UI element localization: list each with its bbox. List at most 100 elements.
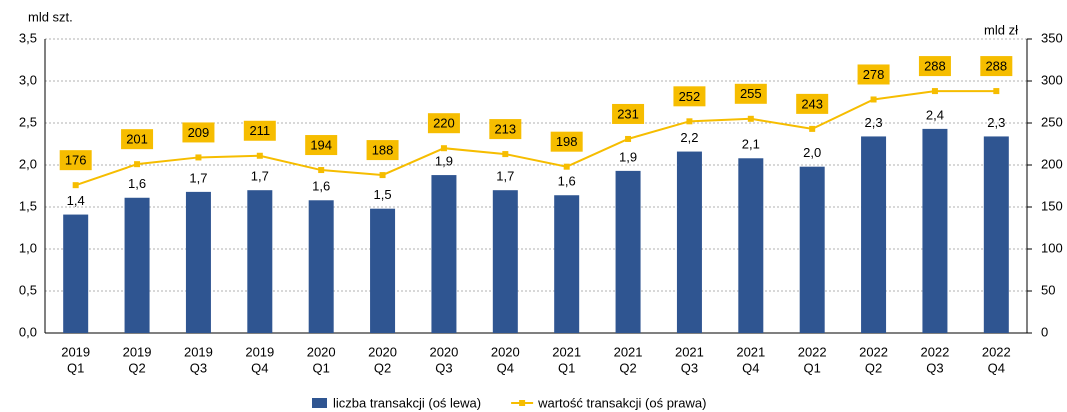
x-tick-label: 2021: [675, 344, 704, 359]
y2-tick-label: 0: [1041, 324, 1048, 339]
label-box: [980, 56, 1013, 77]
data-label: 1,9: [435, 154, 453, 169]
line-marker: [870, 96, 877, 103]
y2-tick-label: 100: [1041, 240, 1063, 255]
legend-swatch: [519, 400, 526, 406]
line-marker: [379, 172, 386, 179]
data-label: 209: [188, 125, 210, 140]
legend-label: wartość transakcji (oś prawa): [537, 395, 706, 410]
bar: [615, 170, 641, 333]
line: [75, 90, 997, 187]
x-tick-label: Q2: [128, 360, 145, 375]
y2-tick-label: 300: [1041, 72, 1063, 87]
data-label: 1,7: [251, 169, 269, 184]
data-label: 1,5: [374, 187, 392, 202]
x-tick-label: Q4: [497, 360, 514, 375]
x-tick-label: Q4: [742, 360, 759, 375]
data-label: 188: [372, 143, 394, 158]
y-axis-label: mld szt.: [28, 9, 73, 24]
x-tick-label: Q3: [926, 360, 943, 375]
data-label: 194: [310, 137, 332, 152]
label-box: [366, 140, 399, 161]
x-tick-label: Q2: [374, 360, 391, 375]
x-tick-label: Q4: [251, 360, 268, 375]
x-tick-label: 2020: [491, 344, 520, 359]
line-marker: [440, 145, 447, 152]
data-label: 1,7: [189, 170, 207, 185]
bar: [738, 158, 764, 333]
y-tick-label: 2,5: [19, 114, 37, 129]
label-box: [857, 64, 890, 85]
data-label: 252: [679, 89, 701, 104]
line-marker: [134, 161, 141, 168]
legend-label: liczba transakcji (oś lewa): [333, 395, 481, 410]
x-tick-label: Q2: [619, 360, 636, 375]
data-label: 198: [556, 134, 578, 149]
x-tick-label: 2020: [368, 344, 397, 359]
label-box: [550, 131, 583, 152]
data-label: 2,3: [987, 115, 1005, 130]
line-marker: [563, 163, 570, 170]
y2-tick-label: 50: [1041, 282, 1055, 297]
data-label: 2,0: [803, 145, 821, 160]
x-tick-label: 2019: [245, 344, 274, 359]
data-label: 213: [494, 122, 516, 137]
x-tick-label: Q3: [681, 360, 698, 375]
x-tick-label: 2022: [798, 344, 827, 359]
y-tick-label: 3,0: [19, 72, 37, 87]
x-tick-label: Q4: [988, 360, 1005, 375]
bar: [63, 214, 89, 333]
label-box: [427, 113, 460, 134]
x-tick-label: 2021: [736, 344, 765, 359]
data-label: 2,3: [865, 115, 883, 130]
x-tick-label: 2019: [61, 344, 90, 359]
x-tick-label: 2019: [184, 344, 213, 359]
x-tick-label: 2020: [429, 344, 458, 359]
x-tick-label: 2019: [123, 344, 152, 359]
label-box: [121, 129, 154, 150]
data-label: 2,2: [680, 130, 698, 145]
y2-tick-label: 200: [1041, 156, 1063, 171]
bar: [124, 197, 150, 333]
x-tick-label: Q3: [435, 360, 452, 375]
label-box: [59, 150, 92, 171]
data-label: 1,9: [619, 149, 637, 164]
line-marker: [931, 88, 938, 95]
y-tick-label: 2,0: [19, 156, 37, 171]
line-marker: [502, 151, 509, 158]
bar: [861, 136, 887, 333]
x-tick-label: Q1: [804, 360, 821, 375]
x-tick-label: 2022: [920, 344, 949, 359]
data-label: 1,6: [558, 174, 576, 189]
data-label: 243: [801, 96, 823, 111]
bar: [554, 195, 580, 333]
x-tick-label: 2022: [982, 344, 1011, 359]
label-box: [489, 119, 522, 140]
x-tick-label: 2022: [859, 344, 888, 359]
line-marker: [686, 118, 693, 125]
data-label: 1,4: [67, 193, 85, 208]
y-tick-label: 1,5: [19, 198, 37, 213]
x-tick-label: 2021: [552, 344, 581, 359]
label-box: [182, 122, 215, 143]
y2-tick-label: 150: [1041, 198, 1063, 213]
x-tick-label: 2021: [614, 344, 643, 359]
x-tick-label: Q3: [190, 360, 207, 375]
x-tick-label: Q1: [313, 360, 330, 375]
label-box: [612, 103, 645, 124]
label-box: [673, 86, 706, 107]
line-marker: [747, 115, 754, 122]
bar: [431, 175, 457, 333]
label-box: [243, 120, 276, 141]
y2-tick-label: 250: [1041, 114, 1063, 129]
line-marker: [318, 167, 325, 174]
bar: [185, 191, 211, 333]
y-tick-label: 1,0: [19, 240, 37, 255]
label-box: [734, 83, 767, 104]
data-label: 2,1: [742, 137, 760, 152]
data-label: 2,4: [926, 107, 944, 122]
bar: [370, 208, 396, 333]
data-label: 1,6: [128, 176, 146, 191]
data-label: 201: [126, 132, 148, 147]
